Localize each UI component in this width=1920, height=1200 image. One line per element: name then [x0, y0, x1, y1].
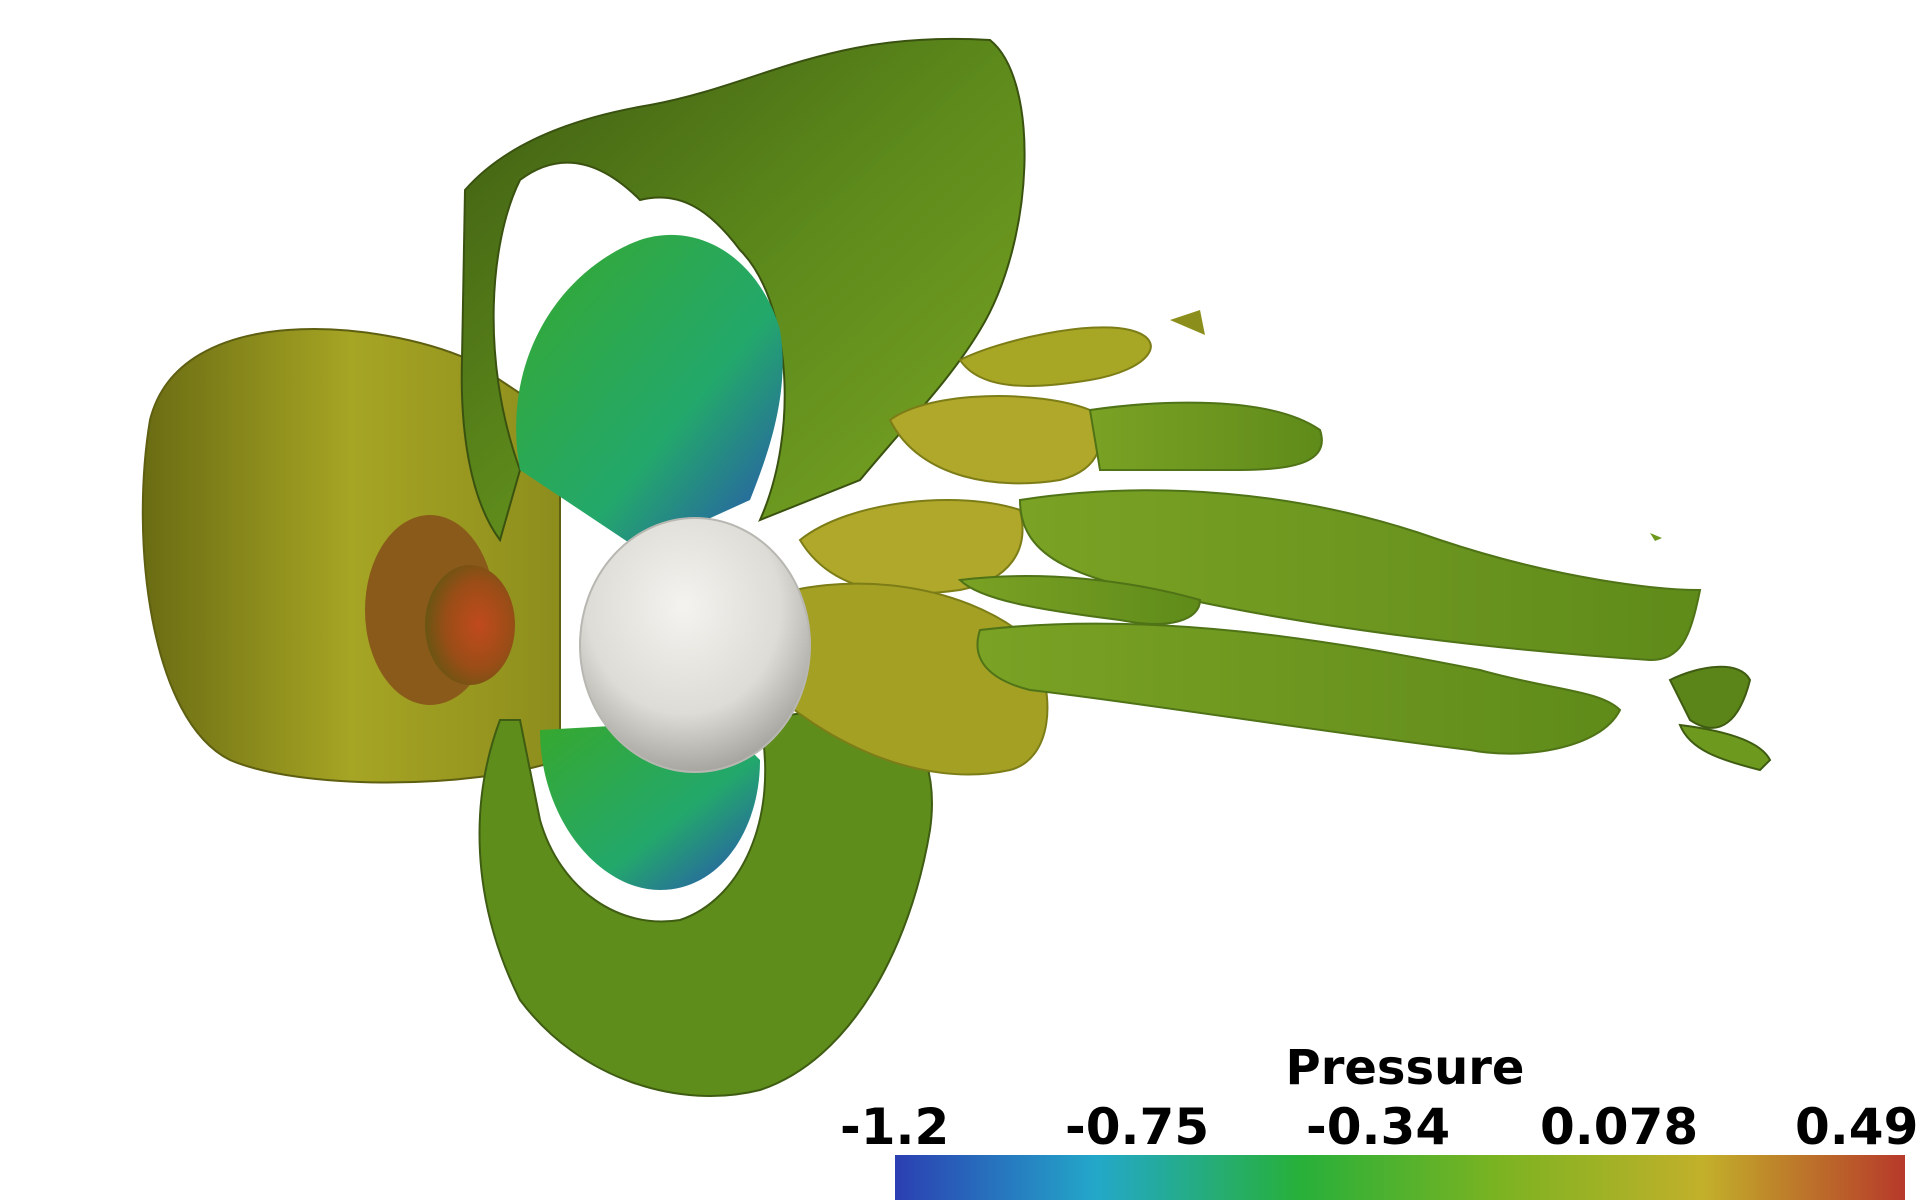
legend-tick-4: 0.078: [1540, 1098, 1699, 1156]
wake-tubes: [957, 310, 1772, 772]
legend-title: Pressure: [1285, 1040, 1525, 1096]
legend-colorbar: [895, 1155, 1905, 1200]
legend-tick-3: -0.34: [1306, 1098, 1451, 1156]
sphere-body: [579, 517, 811, 773]
legend-tick-min: -1.2: [840, 1098, 950, 1156]
left-isosurface-lobe: [141, 328, 561, 784]
pressure-color-legend: Pressure -1.2 -0.75 -0.34 0.078 0.49: [840, 1040, 1920, 1200]
legend-tick-max: 0.49: [1795, 1098, 1919, 1156]
legend-tick-2: -0.75: [1065, 1098, 1210, 1156]
right-isosurface-lobes: [759, 326, 1152, 776]
top-isosurface-ring: [460, 37, 1026, 550]
